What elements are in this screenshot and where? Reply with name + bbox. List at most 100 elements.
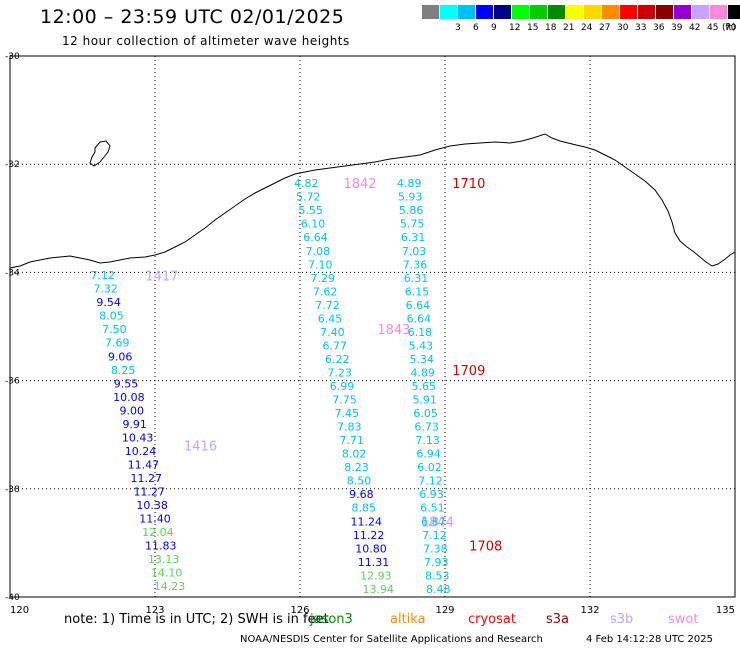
pass-time-label: 1416	[184, 440, 217, 455]
wave-height-value: 5.43	[409, 339, 434, 352]
legend-swatch	[728, 5, 740, 19]
mission-label: jason3	[310, 612, 353, 627]
wave-height-value: 7.69	[105, 337, 130, 350]
longitude-tick-label: 132	[580, 605, 599, 616]
wave-height-value: 11.22	[353, 529, 385, 542]
legend-label: 24	[581, 23, 593, 33]
legend-swatch	[620, 5, 638, 19]
legend-label: 36	[653, 23, 665, 33]
wave-height-value: 7.71	[339, 434, 364, 447]
legend-label: 18	[545, 23, 557, 33]
wave-height-value: 7.12	[422, 529, 447, 542]
latitude-tick-label: -34	[5, 268, 20, 278]
wave-height-value: 7.10	[308, 258, 333, 271]
wave-height-value: 10.08	[113, 391, 145, 404]
wave-height-value: 6.64	[407, 312, 432, 325]
wave-height-value: 10.38	[136, 499, 168, 512]
lat-lon-grid: 120 123 126 129 132 135 -30 -32 -34 -36 -38 -40	[5, 52, 735, 616]
legend-label: 6	[473, 23, 479, 33]
satellite-tracks: 7.127.329.548.057.507.699.068.259.5510.0…	[91, 177, 503, 596]
legend-swatch	[674, 5, 692, 19]
wave-height-value: 11.27	[133, 486, 165, 499]
legend-swatch	[512, 5, 530, 19]
legend-swatch	[476, 5, 494, 19]
legend-swatch	[440, 5, 458, 19]
wave-height-value: 7.40	[320, 326, 345, 339]
wave-height-value: 6.31	[404, 272, 429, 285]
wave-height-value: 8.53	[425, 569, 450, 582]
legend-swatch	[494, 5, 512, 19]
map-title: 12:00 – 23:59 UTC 02/01/2025	[40, 6, 345, 28]
wave-height-value: 5.86	[399, 204, 424, 217]
legend-label: 39	[671, 23, 683, 33]
wave-height-value: 12.04	[142, 526, 174, 539]
wave-height-value: 5.65	[411, 380, 436, 393]
mission-label: s3b	[610, 612, 634, 627]
wave-height-value: 11.83	[145, 540, 177, 553]
credit-line: NOAA/NESDIS Center for Satellite Applica…	[240, 634, 543, 645]
wave-height-value: 7.50	[102, 323, 127, 336]
wave-height-value: 6.64	[303, 231, 328, 244]
wave-height-value: 6.77	[323, 339, 348, 352]
legend-swatch	[656, 5, 674, 19]
wave-height-value: 10.43	[122, 431, 154, 444]
wave-height-value: 9.00	[120, 404, 145, 417]
legend-swatch	[458, 5, 476, 19]
pass-time-label: 1844	[421, 515, 454, 530]
latitude-tick-label: -32	[5, 160, 20, 170]
legend-swatch	[710, 5, 728, 19]
wave-height-value: 11.27	[131, 472, 163, 485]
legend-label: 3	[455, 23, 461, 33]
wave-height-value: 8.48	[426, 583, 451, 596]
wave-height-value: 6.51	[420, 502, 445, 515]
wave-height-value: 8.05	[99, 310, 124, 323]
pass-time-label: 1417	[145, 270, 178, 285]
legend-label: 45	[707, 23, 719, 33]
wave-height-value: 8.23	[344, 461, 369, 474]
wave-height-value: 5.93	[398, 191, 423, 204]
wave-height-value: 7.13	[415, 434, 440, 447]
legend-swatch	[548, 5, 566, 19]
legend-swatch	[566, 5, 584, 19]
mission-label: swot	[668, 612, 699, 627]
legend-label: 9	[491, 23, 497, 33]
wave-height-value: 6.73	[414, 421, 439, 434]
wave-height-value: 5.55	[298, 204, 323, 217]
longitude-tick-label: 120	[10, 605, 29, 616]
wave-height-value: 7.08	[306, 245, 331, 258]
wave-height-value: 9.55	[114, 377, 139, 390]
wave-height-value: 8.02	[342, 448, 367, 461]
wave-height-value: 7.32	[93, 283, 118, 296]
wave-height-value: 9.91	[122, 418, 147, 431]
wave-height-value: 7.36	[403, 258, 428, 271]
wave-height-value: 4.89	[411, 366, 436, 379]
legend-label: 27	[599, 23, 611, 33]
legend-swatch	[638, 5, 656, 19]
legend-unit: (ft)	[722, 23, 736, 33]
legend-swatch	[602, 5, 620, 19]
legend-swatch	[692, 5, 710, 19]
wave-height-value: 5.75	[400, 218, 425, 231]
wave-height-value: 5.34	[410, 353, 435, 366]
wave-height-value: 8.25	[111, 364, 136, 377]
wave-height-value: 11.40	[139, 513, 171, 526]
wave-height-value: 6.64	[406, 299, 431, 312]
wave-height-value: 9.06	[108, 350, 133, 363]
longitude-tick-label: 126	[290, 605, 309, 616]
wave-height-value: 6.99	[330, 380, 355, 393]
map-subtitle: 12 hour collection of altimeter wave hei…	[62, 34, 350, 48]
wave-height-value: 7.62	[313, 285, 338, 298]
mission-label: s3a	[546, 612, 570, 627]
wave-height-value: 10.24	[125, 445, 157, 458]
wave-height-value: 13.13	[148, 553, 180, 566]
wave-height-value: 6.22	[325, 353, 350, 366]
wave-height-value: 9.68	[349, 488, 374, 501]
coastline	[9, 133, 736, 269]
legend-swatch	[422, 5, 440, 19]
pass-time-label: 1843	[377, 323, 410, 338]
wave-height-value: 7.83	[337, 421, 362, 434]
wave-height-value: 7.23	[327, 366, 352, 379]
footer-note: note: 1) Time is in UTC; 2) SWH is in fe…	[64, 612, 329, 627]
legend-label: 15	[527, 23, 539, 33]
wave-height-value: 10.80	[355, 542, 387, 555]
